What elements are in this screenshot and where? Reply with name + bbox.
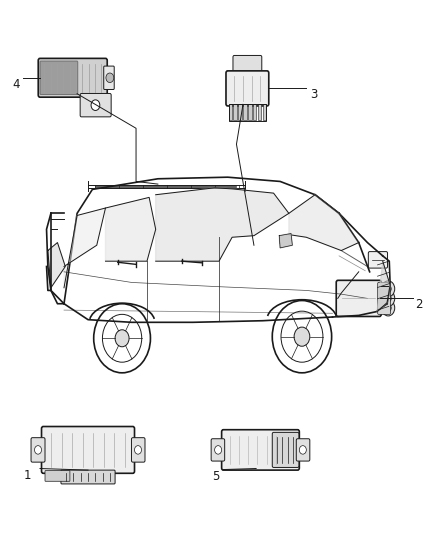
FancyBboxPatch shape (233, 55, 262, 76)
FancyBboxPatch shape (253, 104, 256, 120)
Circle shape (385, 304, 391, 312)
FancyBboxPatch shape (263, 104, 266, 120)
Polygon shape (48, 243, 65, 288)
FancyBboxPatch shape (131, 438, 145, 462)
FancyBboxPatch shape (42, 426, 134, 473)
FancyBboxPatch shape (61, 470, 115, 484)
Circle shape (134, 446, 141, 454)
FancyBboxPatch shape (38, 59, 107, 97)
FancyBboxPatch shape (222, 430, 299, 470)
Circle shape (35, 446, 42, 454)
Text: 1: 1 (24, 469, 32, 482)
Circle shape (381, 281, 395, 297)
FancyBboxPatch shape (40, 61, 78, 94)
FancyBboxPatch shape (248, 104, 251, 120)
Circle shape (91, 100, 100, 110)
Circle shape (381, 300, 395, 316)
FancyBboxPatch shape (226, 71, 269, 106)
FancyBboxPatch shape (45, 471, 70, 481)
FancyBboxPatch shape (368, 252, 388, 268)
FancyBboxPatch shape (238, 104, 242, 120)
Circle shape (385, 285, 391, 293)
FancyBboxPatch shape (296, 439, 310, 461)
Polygon shape (289, 195, 359, 251)
Circle shape (294, 327, 310, 346)
FancyBboxPatch shape (336, 280, 381, 317)
Circle shape (106, 73, 114, 83)
Polygon shape (279, 233, 292, 248)
FancyBboxPatch shape (243, 104, 247, 120)
Text: 4: 4 (12, 78, 20, 91)
Text: 3: 3 (311, 88, 318, 101)
FancyBboxPatch shape (272, 432, 299, 467)
Polygon shape (106, 197, 155, 261)
FancyBboxPatch shape (229, 104, 232, 120)
Circle shape (385, 295, 391, 302)
Polygon shape (377, 261, 390, 312)
FancyBboxPatch shape (211, 439, 225, 461)
Polygon shape (155, 188, 289, 261)
FancyBboxPatch shape (31, 438, 45, 462)
Circle shape (299, 446, 306, 454)
Circle shape (215, 446, 222, 454)
Text: 2: 2 (415, 298, 423, 311)
Polygon shape (64, 208, 106, 288)
FancyBboxPatch shape (258, 104, 261, 120)
FancyBboxPatch shape (104, 66, 114, 90)
FancyBboxPatch shape (233, 104, 237, 120)
FancyBboxPatch shape (80, 93, 111, 117)
Circle shape (115, 330, 129, 347)
FancyBboxPatch shape (378, 282, 390, 314)
Text: 5: 5 (212, 470, 219, 483)
Circle shape (381, 290, 395, 306)
